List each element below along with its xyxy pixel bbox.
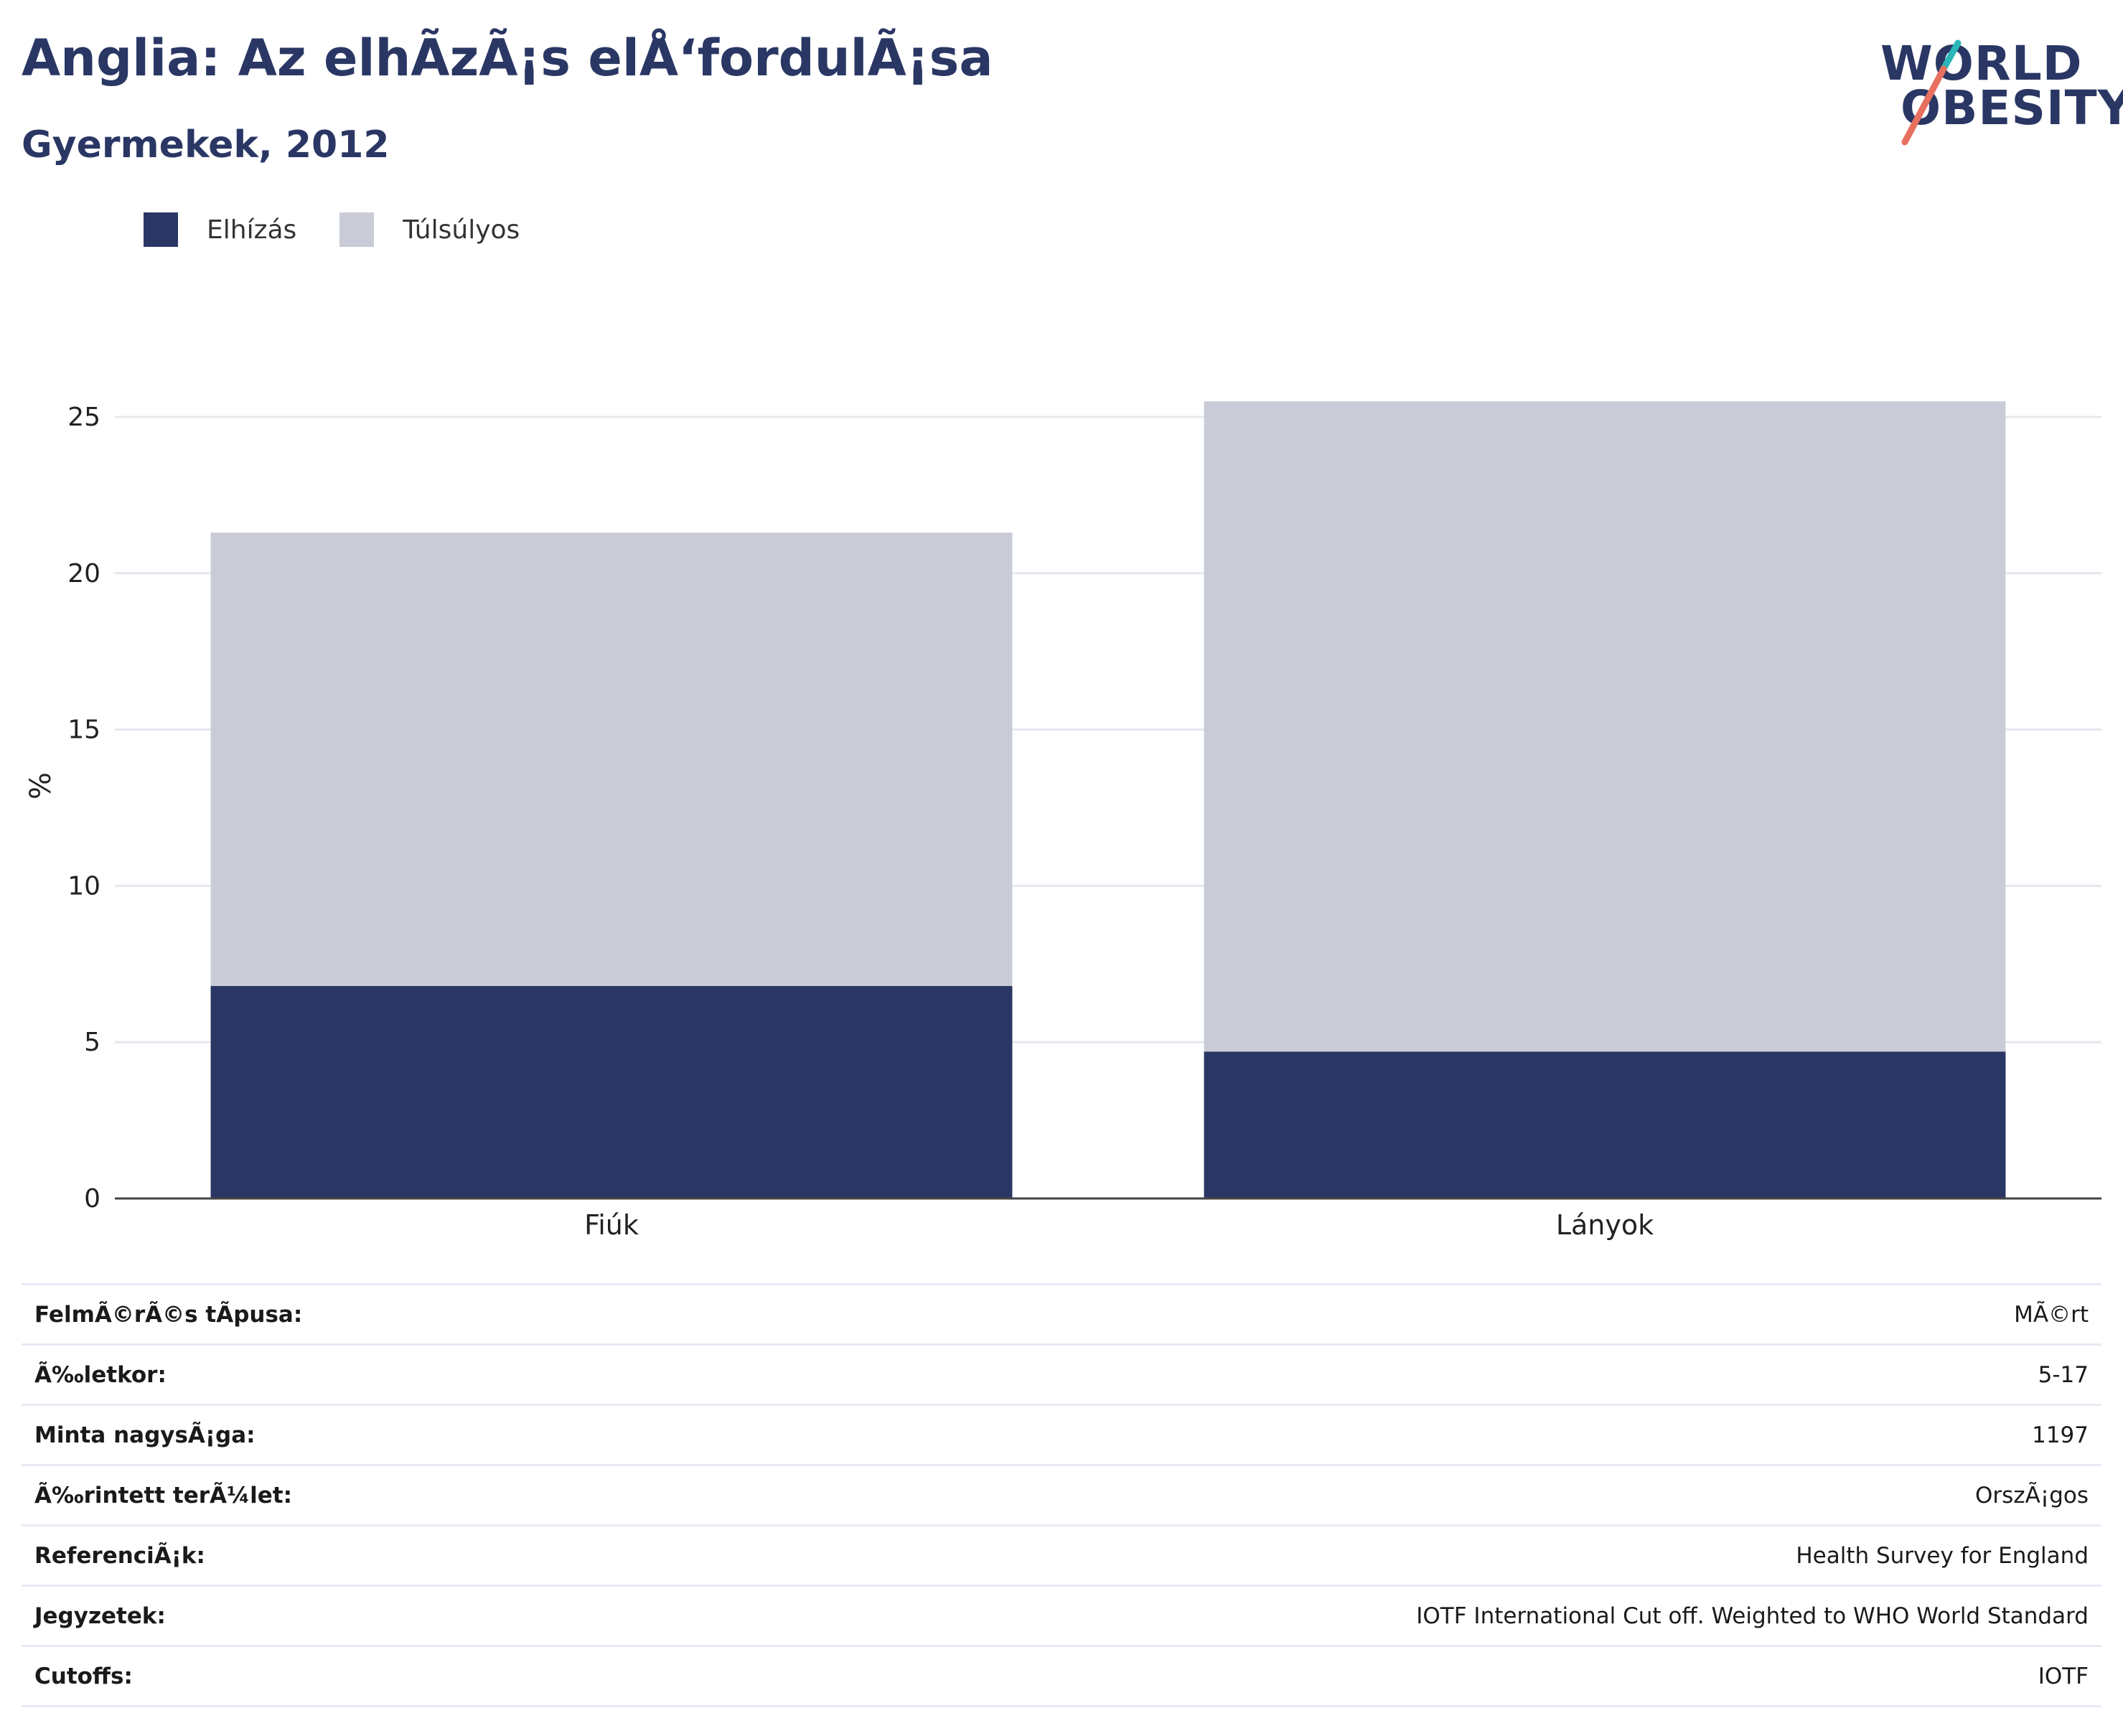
- stacked-bar-chart: 0 5 10 15 20 25% Fiúk Lányok: [24, 401, 2101, 1241]
- info-row-value: IOTF: [637, 1645, 2101, 1707]
- survey-info-table: FelmÃ©rÃ©s tÃpusa: MÃ©rt Ã‰letkor: 5-17 Mint…: [22, 1283, 2101, 1707]
- y-axis-title: %: [24, 772, 57, 799]
- info-row-value: IOTF International Cut off. Weighted to …: [637, 1585, 2101, 1646]
- legend-item-elhizas[interactable]: Elhízás: [144, 212, 296, 247]
- y-tick-label-10: 10: [67, 871, 100, 901]
- chart-legend: Elhízás Túlsúlyos: [144, 212, 563, 247]
- x-category-label-1: Lányok: [1556, 1209, 1654, 1241]
- y-tick-label-20: 20: [67, 559, 100, 588]
- info-row: Minta nagysÃ¡ga: 1197: [22, 1404, 2101, 1465]
- chart-title: Anglia: Az elhÃzÃ¡s elÅ‘fordulÃ¡sa: [22, 29, 993, 88]
- bar-tulsulyos-0: [210, 532, 1013, 986]
- world-obesity-logo: WORLD OBESITY: [1866, 22, 2123, 151]
- info-row-label: ReferenciÃ¡k:: [22, 1524, 638, 1586]
- info-row: FelmÃ©rÃ©s tÃpusa: MÃ©rt: [22, 1283, 2101, 1345]
- info-row: Jegyzetek: IOTF International Cut off. We…: [22, 1585, 2101, 1646]
- info-row-value: 5-17: [637, 1343, 2101, 1405]
- info-row-value: OrszÃ¡gos: [637, 1464, 2101, 1526]
- logo-slash-icon: [1901, 39, 1962, 146]
- info-row: Cutoffs: IOTF: [22, 1645, 2101, 1707]
- info-row: Ã‰rintett terÃ¼let: OrszÃ¡gos: [22, 1464, 2101, 1526]
- info-row-value: Health Survey for England: [637, 1524, 2101, 1586]
- y-tick-label-25: 25: [67, 403, 100, 432]
- info-row-label: Ã‰letkor:: [22, 1343, 638, 1405]
- legend-item-tulsulyos[interactable]: Túlsúlyos: [339, 212, 520, 247]
- legend-label-elhizas: Elhízás: [207, 215, 297, 245]
- bar-elhizas-0: [210, 985, 1013, 1198]
- info-row-value: 1197: [637, 1404, 2101, 1465]
- legend-swatch-tulsulyos: [339, 212, 375, 247]
- info-row-value: MÃ©rt: [637, 1283, 2101, 1345]
- y-tick-label-0: 0: [84, 1184, 100, 1214]
- y-tick-label-15: 15: [67, 715, 100, 745]
- chart-subtitle: Gyermekek, 2012: [22, 123, 390, 166]
- logo-text-world: WORLD: [1880, 36, 2083, 91]
- x-category-label-0: Fiúk: [584, 1209, 639, 1241]
- legend-swatch-elhizas: [144, 212, 178, 247]
- info-row-label: FelmÃ©rÃ©s tÃpusa:: [22, 1283, 638, 1345]
- info-row: Ã‰letkor: 5-17: [22, 1343, 2101, 1405]
- info-row-label: Cutoffs:: [22, 1645, 638, 1707]
- legend-label-tulsulyos: Túlsúlyos: [403, 215, 520, 245]
- info-row: ReferenciÃ¡k: Health Survey for England: [22, 1524, 2101, 1586]
- info-row-label: Ã‰rintett terÃ¼let:: [22, 1464, 638, 1526]
- y-tick-label-5: 5: [84, 1028, 100, 1057]
- info-row-label: Minta nagysÃ¡ga:: [22, 1404, 638, 1465]
- logo-text-obesity: OBESITY: [1901, 80, 2123, 136]
- info-row-label: Jegyzetek:: [22, 1585, 638, 1646]
- bar-elhizas-1: [1204, 1051, 2006, 1198]
- bar-tulsulyos-1: [1204, 401, 2006, 1052]
